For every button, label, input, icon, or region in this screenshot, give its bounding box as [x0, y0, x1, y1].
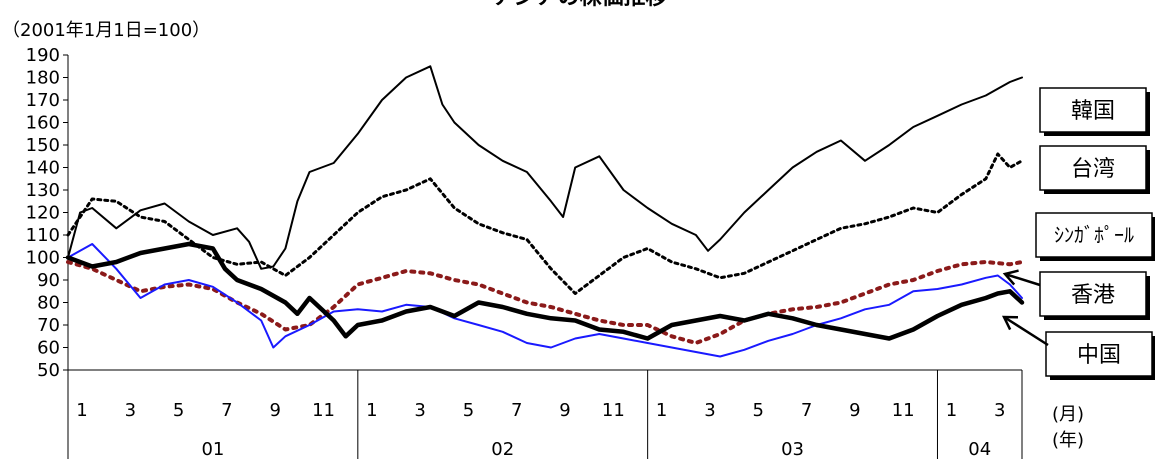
- legend-box: [1045, 331, 1153, 377]
- series-line: [67, 65, 1023, 270]
- month-tick-label: 5: [173, 400, 184, 421]
- month-tick-label: 7: [221, 400, 232, 421]
- month-tick-label: 7: [511, 400, 522, 421]
- y-tick-label: 50: [37, 360, 60, 381]
- legend-label: 韓国: [1071, 99, 1115, 124]
- y-tick-label: 190: [26, 45, 60, 66]
- chart-title: アジアの株価推移: [492, 0, 667, 10]
- month-tick-label: 11: [892, 400, 915, 421]
- month-tick-label: 1: [656, 400, 667, 421]
- month-tick-label: 9: [269, 400, 280, 421]
- y-tick-label: 90: [37, 270, 60, 291]
- legend-label: ｼﾝｶﾞﾎﾟｰﾙ: [1054, 223, 1134, 247]
- y-tick-label: 80: [37, 293, 60, 314]
- month-tick-label: 11: [602, 400, 625, 421]
- callout-arrow-shaft: [1003, 315, 1049, 347]
- y-tick-label: 120: [26, 203, 60, 224]
- year-label: 02: [491, 439, 514, 459]
- y-tick-label: 170: [26, 90, 60, 111]
- legend-label: 台湾: [1071, 157, 1115, 182]
- y-tick-label: 60: [37, 338, 60, 359]
- legend-box: [1035, 212, 1153, 258]
- series-line: [65, 241, 1025, 341]
- x-axis: 01 02 03 041 3 5 7 9 11 1 3 5 7 9 11 1 3 5 7 9 11 1 3: [67, 369, 1023, 459]
- y-tick-label: 100: [26, 248, 60, 269]
- legend-box: [1039, 87, 1147, 133]
- month-tick-label: 5: [753, 400, 764, 421]
- y-tick-label: 140: [26, 158, 60, 179]
- series-line: [67, 243, 1023, 358]
- legend-label: 中国: [1077, 343, 1121, 368]
- y-tick-label: 180: [26, 68, 60, 89]
- month-tick-label: 1: [946, 400, 957, 421]
- year-label: 03: [781, 439, 804, 459]
- callout-arrow-shaft: [1004, 272, 1041, 287]
- y-tick-label: 110: [26, 225, 60, 246]
- month-tick-label: 3: [414, 400, 425, 421]
- legend-box: [1039, 145, 1147, 191]
- month-tick-label: 5: [463, 400, 474, 421]
- legend-label: 香港: [1071, 283, 1115, 308]
- month-tick-label: 1: [76, 400, 87, 421]
- series-lines: [65, 65, 1025, 358]
- callout-arrow-head: [1002, 269, 1019, 286]
- year-label: 01: [201, 439, 224, 459]
- month-tick-label: 11: [312, 400, 335, 421]
- year-unit-label: (年): [1052, 430, 1084, 451]
- month-tick-label: 3: [704, 400, 715, 421]
- month-tick-label: 1: [366, 400, 377, 421]
- y-tick-label: 70: [37, 315, 60, 336]
- callout-arrow-head: [1001, 315, 1019, 331]
- year-label: 04: [968, 439, 991, 459]
- y-tick-label: 160: [26, 113, 60, 134]
- y-tick-label: 150: [26, 135, 60, 156]
- series-line: [66, 260, 1024, 345]
- month-tick-label: 9: [849, 400, 860, 421]
- month-tick-label: 3: [994, 400, 1005, 421]
- y-tick-label: 130: [26, 180, 60, 201]
- series-line: [66, 152, 1024, 295]
- legend-box: [1039, 271, 1147, 317]
- month-unit-label: (月): [1052, 404, 1084, 425]
- month-tick-label: 9: [559, 400, 570, 421]
- month-tick-label: 3: [125, 400, 136, 421]
- y-axis-unit-label: （2001年1月1日=100）: [2, 20, 210, 41]
- month-tick-label: 7: [801, 400, 812, 421]
